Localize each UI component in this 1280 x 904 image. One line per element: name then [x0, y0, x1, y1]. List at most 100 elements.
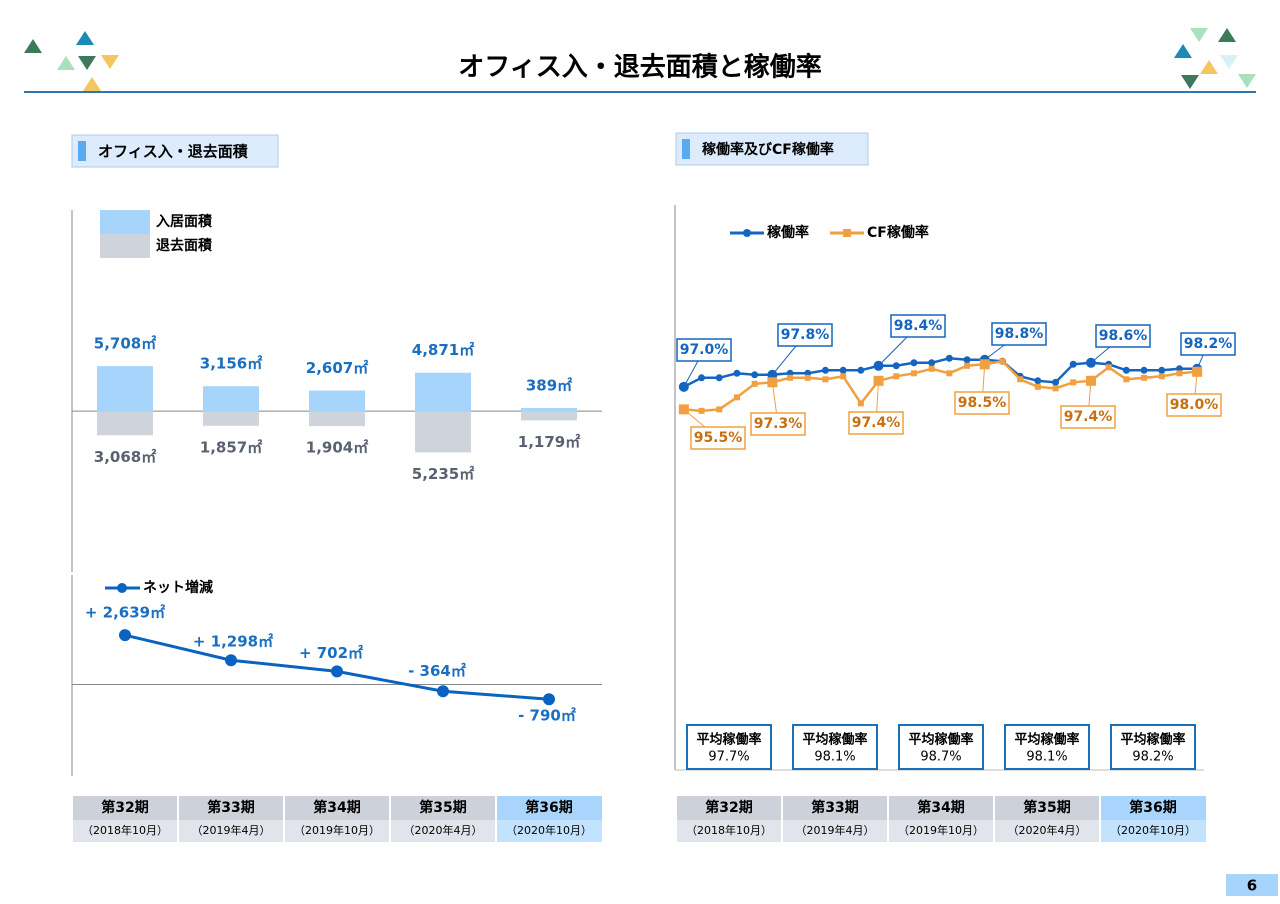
value-label: - 364㎡	[408, 662, 466, 680]
point	[787, 374, 794, 381]
decoration	[24, 28, 1256, 93]
period-date: （2020年4月）	[404, 823, 483, 837]
page-number-box	[1226, 874, 1278, 896]
point	[715, 374, 723, 382]
point	[1070, 379, 1077, 386]
page-title: オフィス入・退去面積と稼働率	[458, 52, 821, 83]
period-cell-lower	[496, 820, 602, 842]
point	[946, 370, 953, 377]
legend-marker	[743, 229, 751, 237]
legend-label: CF稼働率	[867, 224, 929, 241]
period-date: （2020年10月）	[506, 823, 592, 837]
point	[839, 366, 847, 374]
period-name: 第34期	[917, 799, 964, 816]
point	[119, 629, 131, 642]
section-marker	[682, 139, 690, 159]
point	[857, 400, 864, 407]
point	[1123, 376, 1130, 383]
point	[543, 693, 555, 706]
point	[1069, 360, 1077, 368]
value-label: 5,708㎡	[94, 335, 156, 353]
point	[821, 366, 829, 374]
point	[840, 373, 847, 380]
point	[331, 665, 343, 678]
point	[1176, 370, 1183, 377]
value-label: 97.4%	[1064, 409, 1113, 425]
point	[963, 356, 971, 364]
value-label: 389㎡	[526, 377, 572, 395]
point	[1052, 378, 1060, 386]
period-cell-lower	[1100, 820, 1206, 842]
point	[1158, 373, 1165, 380]
point	[698, 407, 705, 414]
point	[804, 374, 811, 381]
label-box	[1166, 393, 1222, 417]
label-box	[690, 426, 746, 450]
period-cell-lower	[178, 820, 284, 842]
value-label: + 2,639㎡	[85, 604, 165, 622]
period-date: （2020年10月）	[1110, 823, 1196, 837]
period-name: 第33期	[207, 799, 254, 816]
point	[1017, 376, 1024, 383]
period-date: （2019年4月）	[192, 823, 271, 837]
section-title: 稼働率及びCF稼働率	[702, 141, 834, 158]
point	[892, 362, 900, 370]
value-label: 5,235㎡	[412, 465, 474, 483]
legend-marker	[117, 583, 127, 593]
period-name: 第32期	[101, 799, 148, 816]
period-cell-lower	[782, 820, 888, 842]
average-box	[1004, 724, 1090, 770]
section-title: オフィス入・退去面積	[98, 143, 249, 161]
label-box	[750, 412, 806, 436]
value-label: 3,156㎡	[200, 355, 262, 373]
legend-marker	[843, 229, 851, 237]
point	[698, 374, 706, 382]
period-date: （2018年10月）	[82, 823, 168, 837]
value-label: 97.4%	[852, 415, 901, 431]
average-label: 平均稼働率	[1120, 732, 1185, 748]
bar	[521, 408, 577, 412]
average-value: 98.7%	[920, 750, 961, 765]
value-label: 98.4%	[894, 318, 943, 334]
value-label: 98.5%	[958, 395, 1007, 411]
label-box	[1180, 332, 1236, 356]
period-cell-lower	[676, 820, 782, 842]
average-box	[1110, 724, 1196, 770]
point	[964, 362, 971, 369]
period-date: （2019年10月）	[294, 823, 380, 837]
point	[1034, 383, 1041, 390]
point	[910, 359, 918, 367]
value-label: + 702㎡	[299, 644, 363, 662]
legend-swatch	[100, 210, 150, 234]
period-name: 第35期	[1023, 799, 1070, 816]
average-value: 98.2%	[1132, 750, 1173, 765]
point	[751, 380, 758, 387]
point	[437, 685, 449, 698]
value-label: 4,871㎡	[412, 341, 474, 359]
label-box	[676, 338, 732, 362]
value-label: 97.3%	[754, 416, 803, 432]
value-label: 97.0%	[680, 342, 729, 358]
period-name: 第33期	[811, 799, 858, 816]
point	[1158, 366, 1166, 374]
average-label: 平均稼働率	[802, 732, 867, 748]
point	[857, 366, 865, 374]
section-box	[675, 132, 869, 166]
average-box	[686, 724, 772, 770]
bar	[309, 390, 365, 412]
average-label: 平均稼働率	[1014, 732, 1079, 748]
label-box	[890, 314, 946, 338]
bar	[415, 411, 471, 453]
value-label: 1,904㎡	[306, 439, 368, 457]
value-label: + 1,298㎡	[193, 633, 273, 651]
point	[733, 369, 741, 377]
section-marker	[78, 141, 86, 161]
period-date: （2019年4月）	[796, 823, 875, 837]
legend-label: 退去面積	[156, 237, 213, 254]
average-box	[898, 724, 984, 770]
period-name: 第32期	[705, 799, 752, 816]
label-box	[1095, 324, 1151, 348]
point	[1140, 366, 1148, 374]
point	[1105, 364, 1112, 371]
